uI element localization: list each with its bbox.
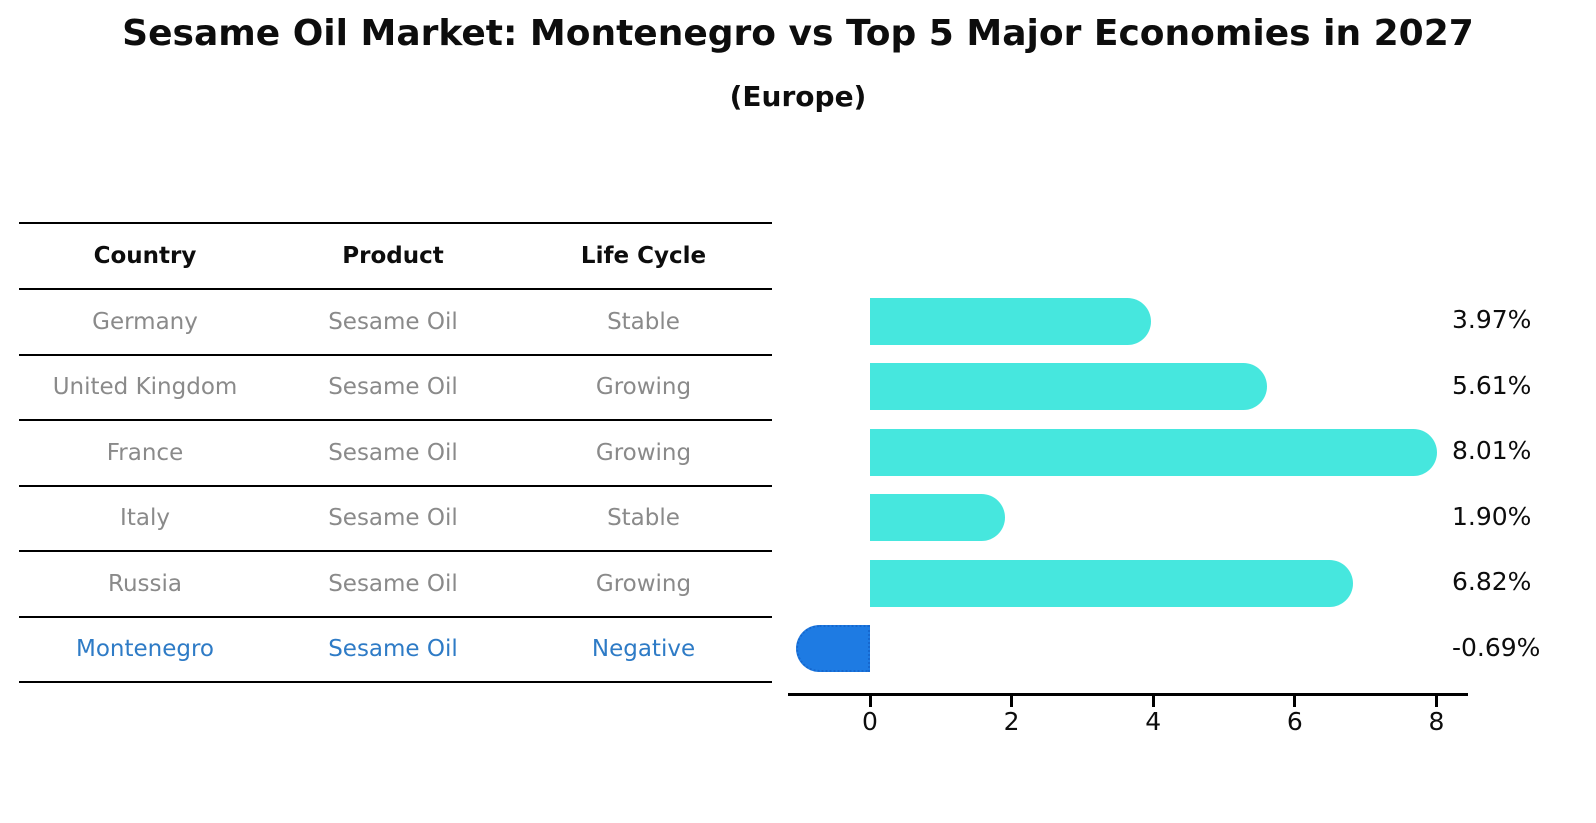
table-cell-product: Sesame Oil bbox=[328, 439, 458, 466]
table-cell-country: United Kingdom bbox=[52, 374, 238, 401]
table-separator-line bbox=[19, 615, 772, 618]
table-separator-line bbox=[19, 288, 772, 290]
table-cell-life-cycle: Negative bbox=[591, 636, 696, 663]
value-label-germany: 3.97% bbox=[1452, 305, 1532, 335]
bar-united-kingdom bbox=[870, 363, 1268, 411]
x-axis-tick-label: 2 bbox=[1003, 707, 1020, 736]
table-header-life-cycle: Life Cycle bbox=[580, 243, 707, 269]
value-label-italy: 1.90% bbox=[1452, 501, 1532, 531]
x-axis-tick-label: 4 bbox=[1145, 707, 1162, 736]
table-header-row: Country Product Life Cycle bbox=[19, 223, 772, 289]
table-row-montenegro: Montenegro Sesame Oil Negative bbox=[19, 617, 772, 683]
value-label-france: 8.01% bbox=[1452, 436, 1532, 466]
table-separator-line bbox=[19, 222, 772, 224]
bar-russia bbox=[870, 559, 1353, 607]
table-cell-country: Germany bbox=[92, 308, 198, 335]
x-axis-tick bbox=[1151, 696, 1155, 707]
table-row-france: France Sesame Oil Growing bbox=[19, 420, 772, 486]
x-axis-tick bbox=[868, 696, 872, 707]
x-axis-tick bbox=[1434, 696, 1438, 707]
x-axis-tick-label: 8 bbox=[1428, 707, 1445, 736]
chart-subtitle: (Europe) bbox=[729, 80, 867, 113]
table-separator-line bbox=[19, 419, 772, 421]
table-header-product: Product bbox=[342, 243, 444, 269]
table-cell-product: Sesame Oil bbox=[328, 308, 458, 335]
x-axis-tick-label: 0 bbox=[862, 707, 878, 736]
x-axis-line bbox=[788, 693, 1468, 696]
table-separator-line bbox=[19, 353, 772, 356]
table-cell-life-cycle: Growing bbox=[595, 374, 692, 401]
table-cell-country: Montenegro bbox=[75, 636, 214, 663]
x-axis-tick-label: 6 bbox=[1286, 707, 1303, 736]
table-header-country: Country bbox=[93, 243, 197, 269]
table-row-germany: Germany Sesame Oil Stable bbox=[19, 289, 772, 355]
table-cell-product: Sesame Oil bbox=[328, 505, 458, 532]
table-separator-line bbox=[19, 550, 772, 552]
bar-italy bbox=[870, 494, 1005, 542]
value-label-montenegro: -0.69% bbox=[1452, 632, 1541, 662]
table-cell-country: France bbox=[106, 439, 184, 466]
table-cell-life-cycle: Stable bbox=[607, 308, 680, 335]
table-cell-product: Sesame Oil bbox=[328, 636, 458, 663]
chart-title: Sesame Oil Market: Montenegro vs Top 5 M… bbox=[122, 13, 1474, 54]
bar-montenegro bbox=[796, 625, 870, 673]
table-cell-country: Russia bbox=[108, 570, 182, 597]
table-cell-life-cycle: Growing bbox=[595, 439, 692, 466]
bar-france bbox=[870, 428, 1438, 476]
bar-germany bbox=[870, 297, 1152, 345]
x-axis-tick bbox=[1010, 696, 1014, 707]
table-row-italy: Italy Sesame Oil Stable bbox=[19, 486, 772, 552]
table-cell-product: Sesame Oil bbox=[328, 570, 458, 597]
value-label-russia: 6.82% bbox=[1452, 567, 1532, 597]
table-cell-country: Italy bbox=[120, 505, 170, 532]
table-separator-line bbox=[19, 681, 772, 683]
table-separator-line bbox=[19, 484, 772, 487]
table-cell-life-cycle: Growing bbox=[595, 570, 692, 597]
table-row-united-kingdom: United Kingdom Sesame Oil Growing bbox=[19, 355, 772, 421]
value-label-united-kingdom: 5.61% bbox=[1452, 370, 1532, 400]
table-row-russia: Russia Sesame Oil Growing bbox=[19, 551, 772, 617]
x-axis-tick bbox=[1293, 696, 1297, 707]
table-cell-life-cycle: Stable bbox=[607, 505, 680, 532]
table-cell-product: Sesame Oil bbox=[328, 374, 458, 401]
